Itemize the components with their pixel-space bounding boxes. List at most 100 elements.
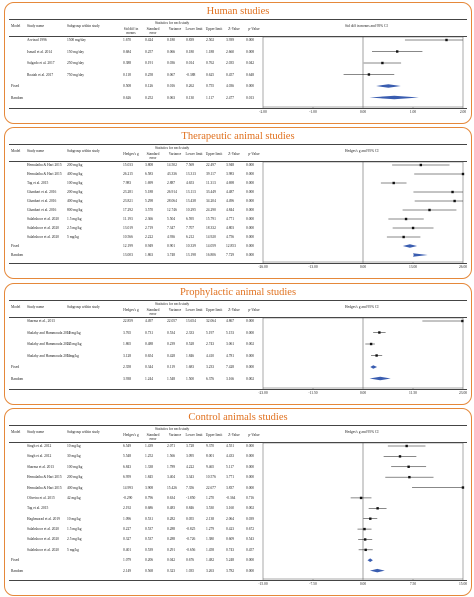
row-z: 2.477 xyxy=(226,95,235,100)
row-p: 0.000 xyxy=(246,226,255,230)
row-study: Arvizad 1996 xyxy=(27,38,47,42)
tick-label: -26.00 xyxy=(258,265,267,269)
row-subgroup: 10 mg/kg xyxy=(67,330,81,335)
row-se: 5.298 xyxy=(145,199,154,203)
row-lower: 0.180 xyxy=(186,49,195,54)
header-bottom-divider xyxy=(9,36,467,37)
row-p: 0.000 xyxy=(246,444,255,448)
row-subgroup: 100 mg/kg xyxy=(67,464,83,469)
row-variance: 14.502 xyxy=(167,163,177,167)
effect-point xyxy=(408,475,411,479)
col-subgroup: Subgroup within study xyxy=(67,430,100,434)
row-z: 3.166 xyxy=(226,376,235,381)
row-effect: 10.566 xyxy=(123,235,133,239)
row-z: 4.781 xyxy=(226,353,235,358)
summary-diamond xyxy=(369,376,391,381)
row-se: 4.497 xyxy=(145,319,154,323)
row-p: 0.000 xyxy=(246,454,255,459)
row-effect: 1.079 xyxy=(123,558,132,563)
effect-point xyxy=(398,455,402,458)
row-p: 0.000 xyxy=(246,190,255,194)
row-effect: 17.292 xyxy=(123,208,133,212)
row-effect: 15.033 xyxy=(123,163,133,167)
panel-title: Control animals studies xyxy=(188,412,288,423)
row-effect: 3.765 xyxy=(123,330,132,335)
effect-point xyxy=(445,38,448,42)
row-upper: 14.920 xyxy=(206,235,216,239)
row-p: 0.000 xyxy=(246,485,255,490)
panel-1: Therapeutic animal studies Model Study nam… xyxy=(4,127,472,279)
col-study: Study name xyxy=(27,24,45,28)
row-effect: 2.192 xyxy=(123,506,132,511)
row-upper: 22.497 xyxy=(206,163,216,167)
row-variance: 0.291 xyxy=(167,547,176,552)
col-z: Z-Value xyxy=(228,27,240,31)
row-effect: 26.215 xyxy=(123,172,133,176)
row-study: Roaiah et al. 2017 xyxy=(27,72,54,77)
row-p: 0.000 xyxy=(246,208,255,212)
col-study: Study name xyxy=(27,149,45,153)
row-study: Shalaby and Hammouda 2014 xyxy=(27,330,71,335)
row-z: 4.756 xyxy=(226,235,235,239)
row-se: 1.845 xyxy=(145,475,154,480)
row-lower: -0.726 xyxy=(186,537,196,542)
row-p: 0.002 xyxy=(246,342,255,346)
row-upper: 1.482 xyxy=(206,558,215,563)
col-p: p-Value xyxy=(248,308,260,312)
effect-point xyxy=(363,527,366,531)
row-lower: 0.528 xyxy=(186,342,195,346)
row-se: 2.366 xyxy=(145,217,154,221)
row-z: 7.428 xyxy=(226,365,235,369)
effect-label: Hedges's g xyxy=(123,433,139,437)
row-upper: 1.117 xyxy=(206,95,214,100)
row-lower: 13.113 xyxy=(186,190,196,194)
row-z: 4.844 xyxy=(226,208,235,212)
row-z: 2.660 xyxy=(226,49,235,54)
row-effect: 6.843 xyxy=(123,464,132,469)
row-subgroup: 100 mg/kg xyxy=(67,181,83,185)
row-se: 0.539 xyxy=(145,547,154,552)
row-z: 3.983 xyxy=(226,172,235,176)
row-upper: 3.263 xyxy=(206,568,215,573)
panel-3: Control animals studies Model Study name Su… xyxy=(4,408,472,596)
row-upper: 0.625 xyxy=(206,72,215,77)
plot-title: Hedges's g and 95% CI xyxy=(345,430,379,434)
row-se: 1.699 xyxy=(145,181,154,185)
row-effect: -0.290 xyxy=(123,495,133,500)
tick-label: 7.50 xyxy=(410,582,416,586)
row-effect: 3.128 xyxy=(123,353,132,358)
row-se: 2.719 xyxy=(145,226,154,230)
row-lower: 10.339 xyxy=(186,244,196,248)
row-study: Salahshoor et al. 2020 xyxy=(27,235,59,239)
row-lower: 1.683 xyxy=(186,365,195,369)
row-upper: 1.270 xyxy=(206,495,215,500)
row-z: 4.036 xyxy=(226,84,235,88)
header-bottom-divider xyxy=(9,442,467,443)
panel-2: Prophylactic animal studies Model Study na… xyxy=(4,283,472,405)
col-stats-title: Statistics for each study xyxy=(155,302,190,306)
row-subgroup: 400 mg/kg xyxy=(67,172,83,176)
row-effect: 12.199 xyxy=(123,244,133,248)
row-variance: 0.288 xyxy=(167,527,176,532)
row-study: Salahshoor et al. 2020 xyxy=(27,226,59,230)
col-lower: Lower limit xyxy=(185,433,203,437)
row-upper: 22.677 xyxy=(206,485,216,490)
col-upper: Upper limit xyxy=(205,308,223,312)
row-se: 1.863 xyxy=(145,253,154,257)
row-se: 2.222 xyxy=(145,235,154,239)
row-subgroup: 200 mg/kg xyxy=(67,475,83,480)
row-subgroup: 30 mg/kg xyxy=(67,454,81,459)
row-variance: 0.288 xyxy=(167,537,176,542)
row-lower: 3.095 xyxy=(186,454,195,459)
row-study: Hemalatha & Hari 2015 xyxy=(27,485,62,490)
row-z: 2.064 xyxy=(226,516,235,521)
row-upper: 0.755 xyxy=(206,84,215,88)
effect-point xyxy=(461,319,464,323)
row-p: 0.000 xyxy=(246,244,255,248)
row-p: 0.716 xyxy=(246,495,255,500)
row-subgroup: 400 mg/kg xyxy=(67,485,83,490)
row-upper: 3.233 xyxy=(206,365,215,369)
row-z: 0.457 xyxy=(226,72,235,77)
row-p: 0.000 xyxy=(246,568,255,573)
row-se: 1.439 xyxy=(145,444,154,448)
